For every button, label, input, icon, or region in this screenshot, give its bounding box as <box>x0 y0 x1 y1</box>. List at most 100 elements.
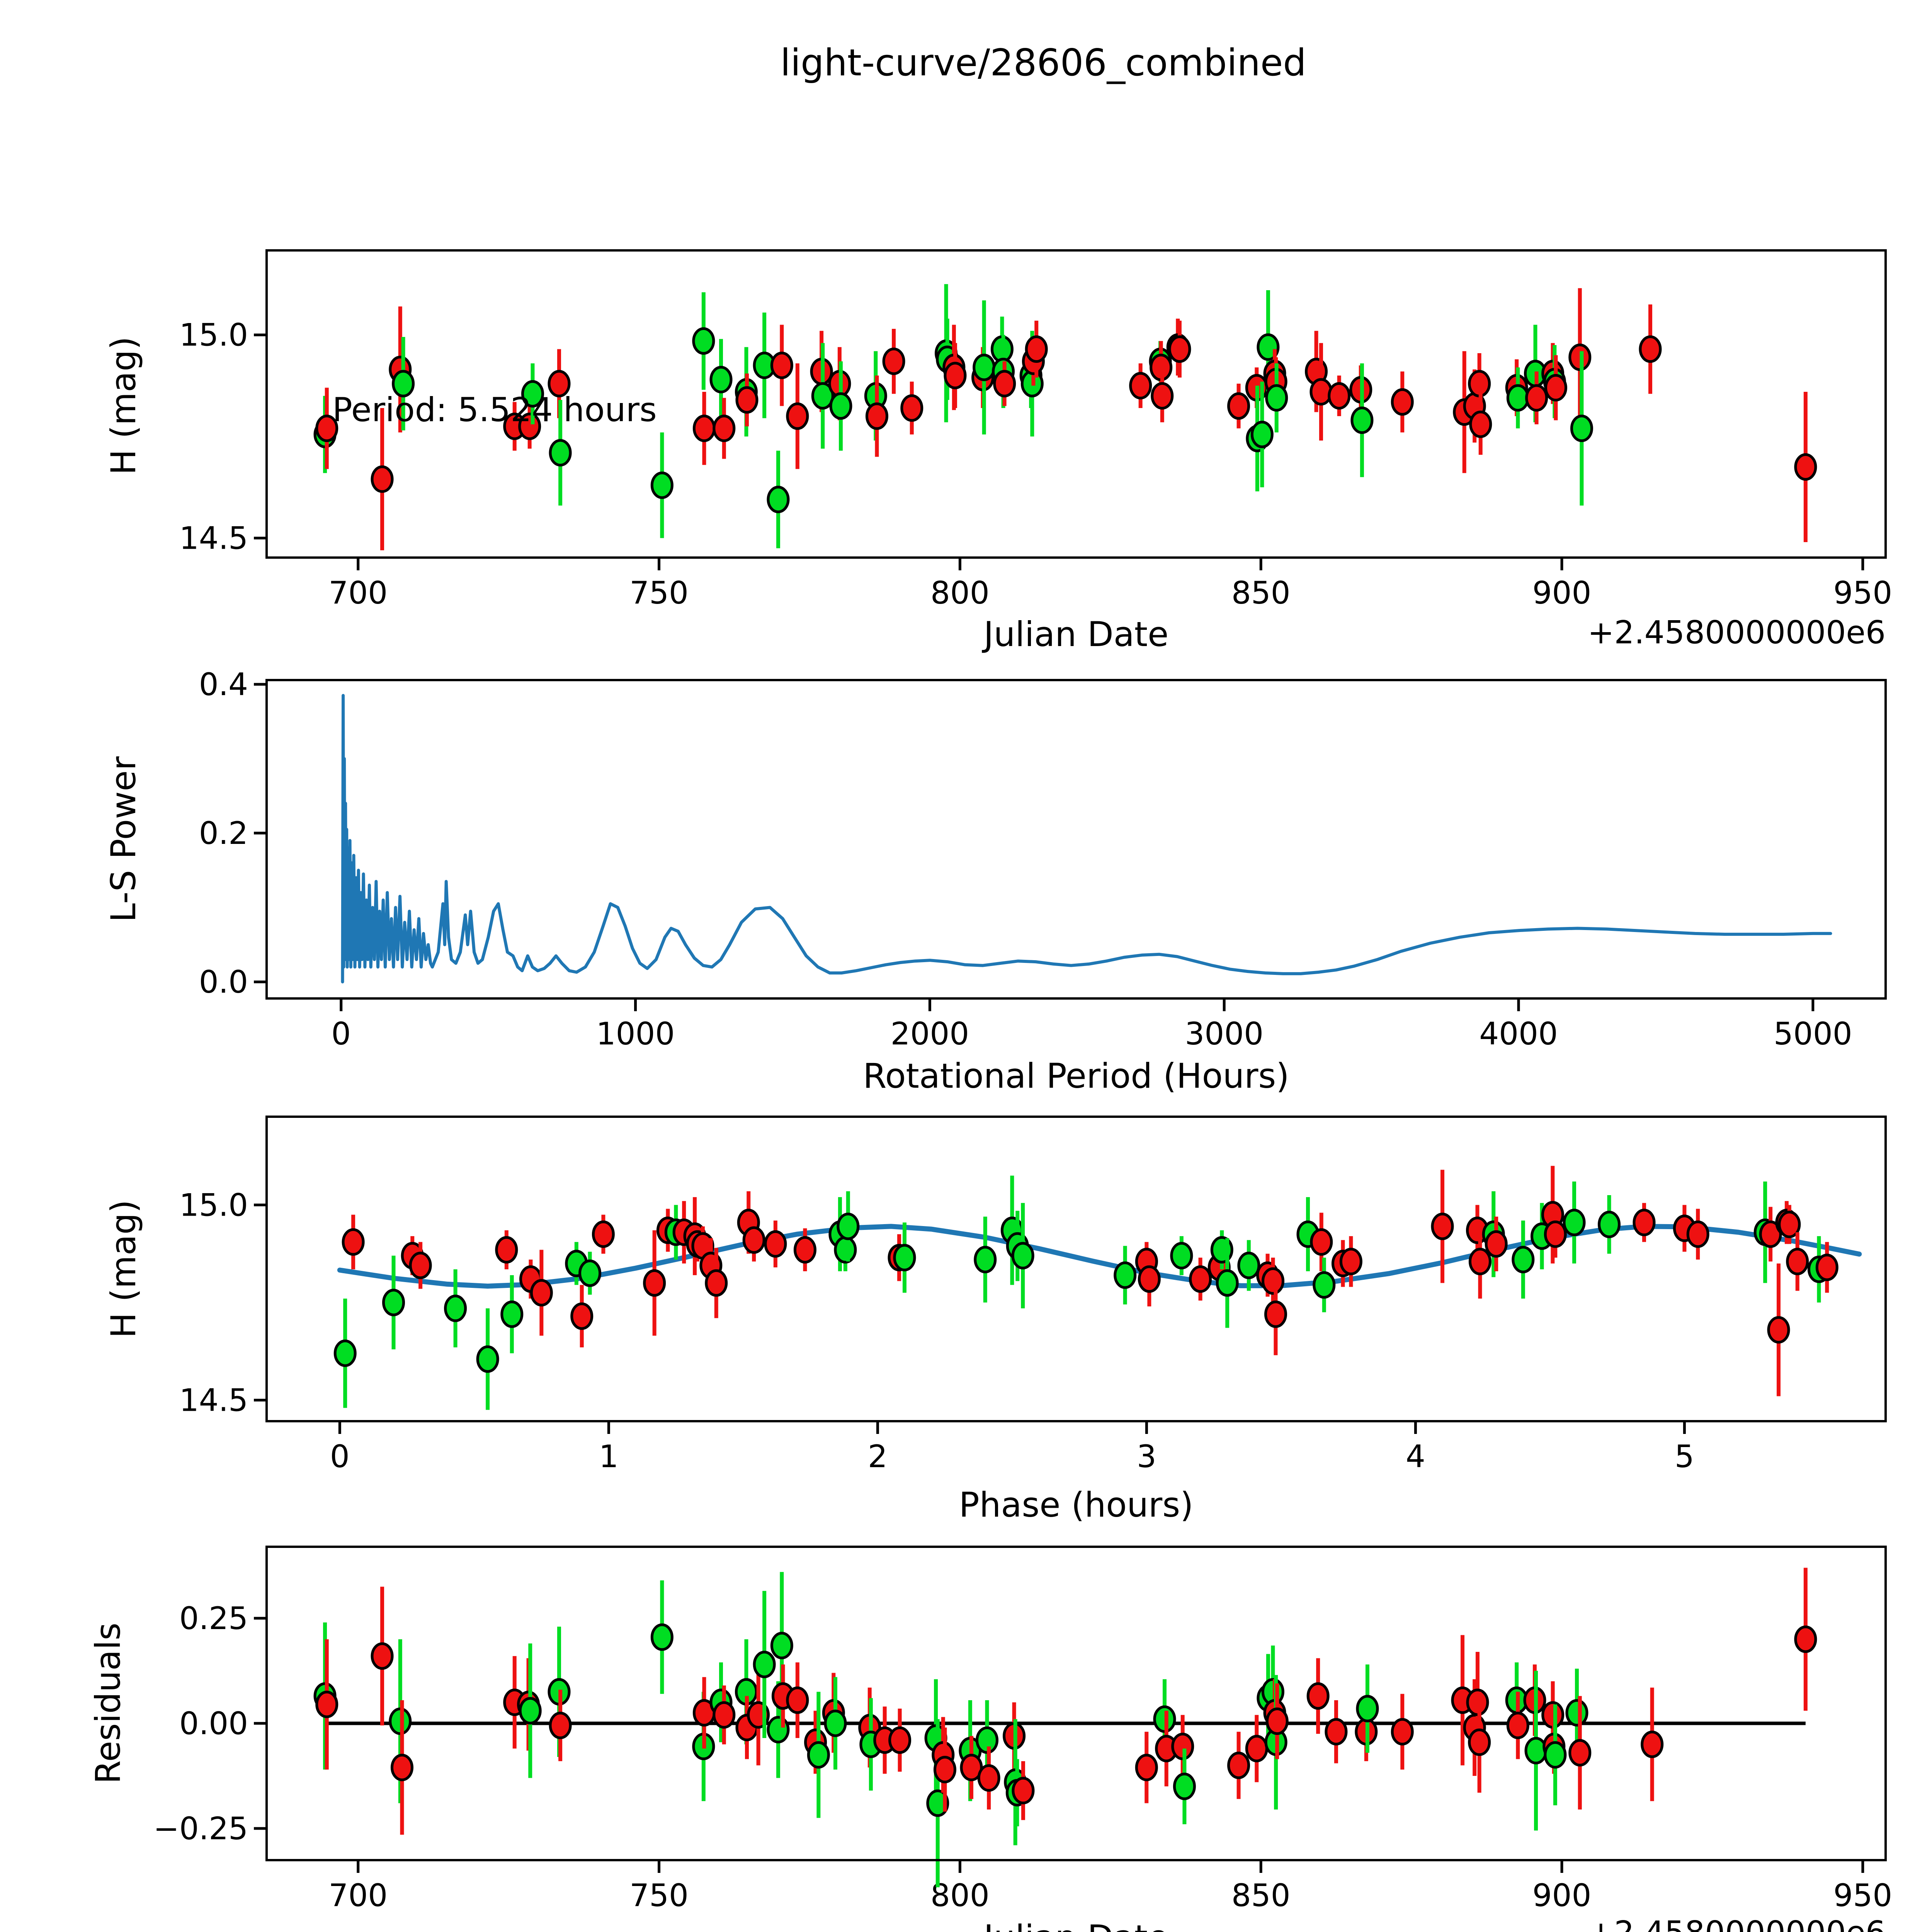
data-point <box>1568 1739 1592 1767</box>
x-tick-label: 850 <box>1231 1878 1291 1913</box>
data-point <box>713 415 736 442</box>
x-tick-label: 700 <box>328 575 388 611</box>
data-point <box>1469 410 1492 438</box>
data-point <box>444 1294 467 1322</box>
y-tick-label: 0.0 <box>199 964 248 1000</box>
data-point <box>315 415 338 442</box>
data-point <box>371 465 394 493</box>
data-point <box>650 471 673 499</box>
data-point <box>1686 1220 1709 1248</box>
data-point <box>1170 1242 1193 1270</box>
data-point <box>944 362 967 389</box>
data-point <box>1544 1220 1567 1248</box>
data-point <box>705 1269 728 1297</box>
data-point <box>1524 1737 1548 1765</box>
data-point <box>1597 1211 1621 1238</box>
x-tick-label: 1 <box>599 1439 619 1475</box>
y-tick-label: 0.4 <box>199 667 248 702</box>
axes-frame <box>265 1546 1887 1861</box>
data-point <box>882 347 905 375</box>
data-point <box>1767 1316 1790 1344</box>
data-point <box>974 1246 997 1274</box>
data-point <box>1512 1246 1535 1274</box>
data-point <box>767 486 790 514</box>
data-point <box>1325 1718 1348 1746</box>
y-tick-label: 0.00 <box>179 1706 248 1742</box>
data-point <box>1168 335 1191 363</box>
data-point <box>1339 1248 1362 1276</box>
data-point <box>530 1279 553 1307</box>
axes-frame <box>265 249 1887 559</box>
data-point <box>1025 335 1048 363</box>
axes-frame <box>265 1116 1887 1422</box>
data-point <box>786 1686 809 1714</box>
data-point <box>333 1339 357 1367</box>
data-point <box>1306 1682 1330 1710</box>
x-tick-label: 4000 <box>1479 1016 1558 1052</box>
period-annotation: Period: 5.524 hours <box>332 391 657 429</box>
data-point <box>371 1642 394 1670</box>
x-tick-label: 900 <box>1532 1878 1592 1913</box>
data-point <box>926 1789 949 1817</box>
data-point <box>1759 1220 1782 1248</box>
data-point <box>1506 384 1529 412</box>
data-point <box>977 1764 1000 1792</box>
y-tick-label: 15.0 <box>179 317 248 353</box>
data-point <box>888 1726 912 1754</box>
data-point <box>1227 392 1250 420</box>
periodogram-curve <box>341 694 1832 984</box>
data-point <box>764 1230 787 1258</box>
ylabel-h-mag-phase: H (mag) <box>104 1200 143 1338</box>
data-point <box>960 1753 983 1781</box>
data-point <box>973 354 996 381</box>
x-tick-label: 950 <box>1833 1878 1892 1913</box>
xlabel-rotational-period: Rotational Period (Hours) <box>863 1056 1289 1096</box>
x-tick-label: 1000 <box>596 1016 675 1052</box>
data-point <box>692 415 716 442</box>
data-point <box>837 1213 860 1240</box>
data-point <box>549 439 572 467</box>
y-tick-label: −0.25 <box>153 1811 248 1847</box>
ylabel-residuals: Residuals <box>88 1622 128 1784</box>
data-point <box>1261 1267 1284 1295</box>
xlabel-phase-hours: Phase (hours) <box>959 1485 1194 1525</box>
data-point <box>1485 1230 1508 1258</box>
panel-periodogram: 0 1000 2000 3000 4000 5000 0.0 0.2 0.4 Rotationa… <box>104 667 1887 1096</box>
data-point <box>519 1697 542 1725</box>
data-point <box>786 402 809 430</box>
data-point <box>1391 388 1414 416</box>
data-point <box>993 370 1016 398</box>
data-point <box>829 392 852 420</box>
data-point <box>548 370 571 398</box>
data-point <box>1151 382 1174 410</box>
data-point <box>1328 382 1351 410</box>
data-point <box>390 1753 413 1781</box>
data-point <box>518 412 541 440</box>
data-point <box>824 1709 847 1737</box>
x-tick-label: 800 <box>930 575 990 611</box>
data-point <box>770 352 793 379</box>
panel-jd-lightcurve-content: 700 750 800 850 900 950 14.5 15.0 <box>179 249 1892 611</box>
data-point <box>709 366 733 393</box>
data-point <box>1245 1735 1268 1762</box>
data-point <box>1563 1209 1586 1236</box>
panel-phased-lightcurve: 0 1 2 3 4 5 14.5 15.0 Phase (hours) H (mag) <box>104 1116 1887 1525</box>
data-point <box>807 1741 830 1769</box>
ylabel-h-mag-top: H (mag) <box>104 337 143 475</box>
data-point <box>767 1716 790 1743</box>
data-point <box>1129 372 1152 400</box>
data-point <box>1310 1228 1333 1256</box>
data-point <box>933 1756 956 1784</box>
panel-residuals-content: 700 750 800 850 900 950 −0.25 0.00 0.25 <box>153 1546 1892 1913</box>
data-point <box>893 1244 916 1272</box>
x-tick-label: 0 <box>330 1439 350 1475</box>
data-point <box>578 1259 602 1287</box>
data-point <box>1544 374 1567 401</box>
data-point <box>1356 1695 1379 1723</box>
panel-residuals: 700 750 800 850 900 950 −0.25 0.00 0.25 Julian D… <box>88 1546 1892 1932</box>
data-point <box>1012 1777 1035 1804</box>
data-point <box>793 1236 816 1264</box>
x-offset-text-top: +2.4580000000e6 <box>1588 614 1886 651</box>
y-tick-label: 14.5 <box>179 1382 248 1418</box>
xlabel-julian-date-bottom: Julian Date <box>982 1918 1169 1932</box>
